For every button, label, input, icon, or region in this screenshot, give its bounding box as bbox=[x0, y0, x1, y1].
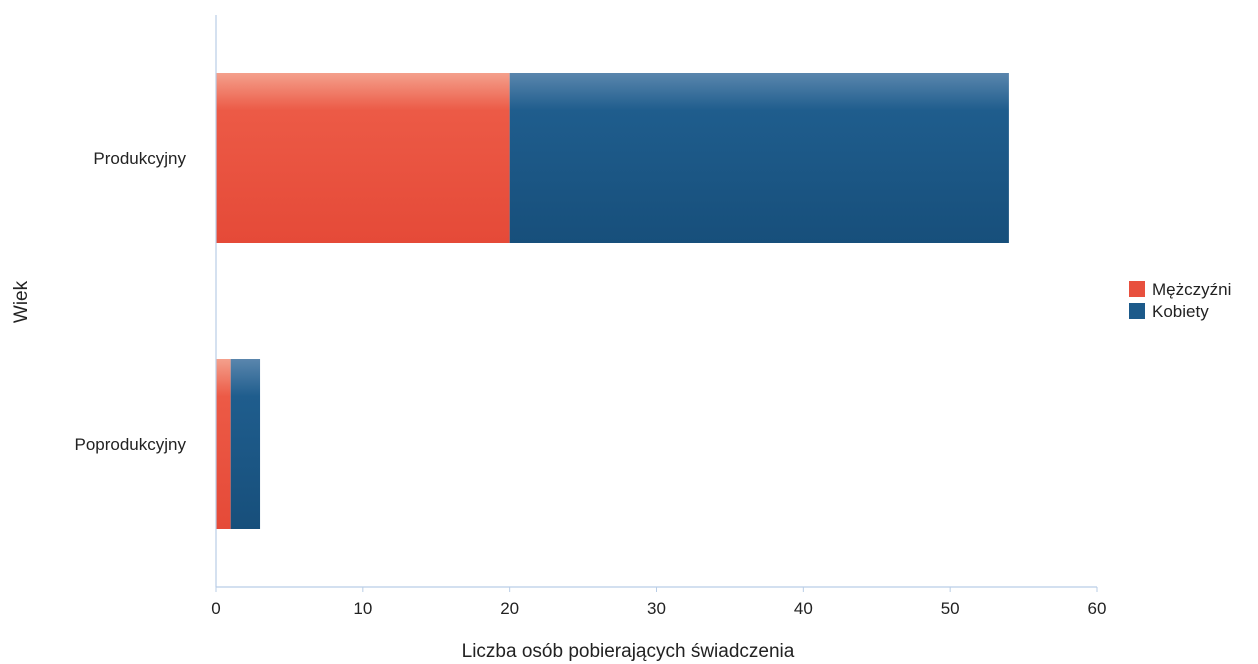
legend-swatch bbox=[1129, 303, 1145, 319]
x-tick-label: 0 bbox=[211, 599, 220, 618]
x-tick-label: 30 bbox=[647, 599, 666, 618]
x-tick-label: 40 bbox=[794, 599, 813, 618]
legend-label: Kobiety bbox=[1152, 302, 1209, 321]
legend-label: Mężczyźni bbox=[1152, 280, 1231, 299]
y-axis-title: Wiek bbox=[11, 280, 32, 323]
x-tick-label: 10 bbox=[353, 599, 372, 618]
x-tick-label: 50 bbox=[941, 599, 960, 618]
y-category-label: Produkcyjny bbox=[93, 149, 186, 168]
y-axis: Produkcyjny Poprodukcyjny bbox=[74, 15, 217, 587]
bar-men-1 bbox=[216, 359, 231, 529]
x-tick-label: 60 bbox=[1088, 599, 1107, 618]
y-category-label: Poprodukcyjny bbox=[74, 435, 186, 454]
bar-women-0 bbox=[509, 73, 1009, 243]
bar-women-1 bbox=[230, 359, 261, 529]
legend-swatch bbox=[1129, 281, 1145, 297]
x-tick-label: 20 bbox=[500, 599, 519, 618]
plot-area bbox=[216, 73, 1009, 529]
x-axis-title: Liczba osób pobierających świadczenia bbox=[462, 641, 795, 662]
legend: Mężczyźni Kobiety bbox=[1129, 280, 1231, 321]
x-axis: 0 10 20 30 40 50 60 bbox=[211, 586, 1107, 618]
bar-men-0 bbox=[216, 73, 510, 243]
